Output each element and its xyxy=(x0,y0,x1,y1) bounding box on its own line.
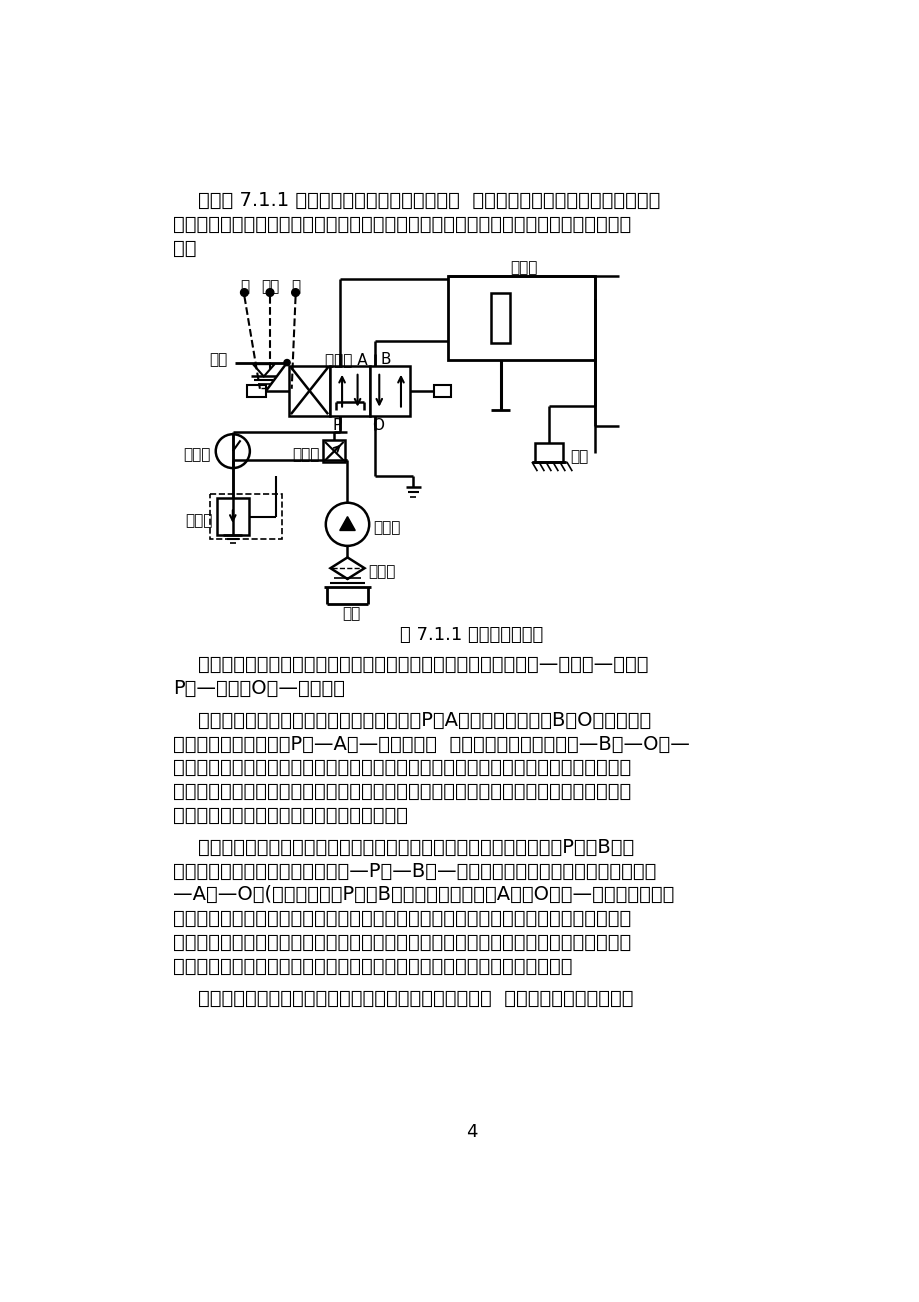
Text: 手把: 手把 xyxy=(209,353,227,367)
Text: 压力表: 压力表 xyxy=(184,448,210,462)
Text: 滤油器: 滤油器 xyxy=(368,564,395,579)
Circle shape xyxy=(240,289,248,297)
Text: 要或溢流阀保压停止，或使活塞杆返回原位。: 要或溢流阀保压停止，或使活塞杆返回原位。 xyxy=(173,806,408,825)
Bar xyxy=(329,366,369,415)
Bar xyxy=(246,384,266,397)
Text: 右: 右 xyxy=(290,280,300,294)
Bar xyxy=(216,499,249,535)
Bar xyxy=(448,276,595,361)
Text: 液压缸: 液压缸 xyxy=(510,260,537,275)
Text: —A口—O口(当换向阀沟通P口、B口时，也同时沟通了A口、O口）—回油箱。这样，: —A口—O口(当换向阀沟通P口、B口时，也同时沟通了A口、O口）—回油箱。这样， xyxy=(173,885,674,905)
Circle shape xyxy=(291,289,299,297)
Bar xyxy=(369,366,410,415)
Bar xyxy=(433,384,450,397)
Text: B: B xyxy=(380,352,391,367)
Text: 下运动。当活塞向下运行到液压油缸下端极限位置时，运行停止，然后可根据具体工作需: 下运动。当活塞向下运行到液压油缸下端极限位置时，运行停止，然后可根据具体工作需 xyxy=(173,783,630,801)
Text: 通，油泵排出的油液经P口—A口—液压缸上腔  同时，液压缸下腔的油液—B口—O口—: 通，油泵排出的油液经P口—A口—液压缸上腔 同时，液压缸下腔的油液—B口—O口— xyxy=(173,734,689,754)
Text: O: O xyxy=(371,418,383,434)
Text: 回油箱，这样液压油缸上腔进油，下腔回油，活塞在上腔油压的作用下带动活塞杆一起向: 回油箱，这样液压油缸上腔进油，下腔回油，活塞在上腔油压的作用下带动活塞杆一起向 xyxy=(173,758,630,777)
Text: 位，通过操纵换向阀手把的左、中、右位置，可以分别实现液压缸活塞杆的伸、停、缩三: 位，通过操纵换向阀手把的左、中、右位置，可以分别实现液压缸活塞杆的伸、停、缩三 xyxy=(173,934,630,952)
Text: 系统中的节流阀可用来调节液压缸活塞杆运动速度的快慢  溢流阀用于稳压和限制系: 系统中的节流阀可用来调节液压缸活塞杆运动速度的快慢 溢流阀用于稳压和限制系 xyxy=(173,988,633,1008)
Text: 图 7.1.1 液压系统原理图: 图 7.1.1 液压系统原理图 xyxy=(400,626,542,644)
Text: P: P xyxy=(333,418,342,434)
Text: 如果需要活塞杆向上运动返回原位，则应把换向阀手把推向右位，这时P口、B口被: 如果需要活塞杆向上运动返回原位，则应把换向阀手把推向右位，这时P口、B口被 xyxy=(173,837,634,857)
Text: 节流阀: 节流阀 xyxy=(292,448,319,462)
Bar xyxy=(491,293,510,344)
Bar xyxy=(535,444,562,462)
Text: 如果把换向阀手把推向左位，则该阀阀芯把P、A两口沟通，同时，B、O两口也被沟: 如果把换向阀手把推向左位，则该阀阀芯把P、A两口沟通，同时，B、O两口也被沟 xyxy=(173,711,651,729)
Text: 在图示状态，即换向阀手把位于中位时，油泵排出的油液经排油管—节流阀—换向阀: 在图示状态，即换向阀手把位于中位时，油泵排出的油液经排油管—节流阀—换向阀 xyxy=(173,655,648,674)
Text: 工件: 工件 xyxy=(570,449,588,464)
Text: 左: 左 xyxy=(240,280,249,294)
Circle shape xyxy=(266,289,274,297)
Text: 阀芯通道沟通，油泵排出的油液经—P口—B口—液压缸下腔；同时液压缸上腔的油液经: 阀芯通道沟通，油泵排出的油液经—P口—B口—液压缸下腔；同时液压缸上腔的油液经 xyxy=(173,862,656,880)
Text: 现用图 7.1.1 来说明液压传动系统的工作原理  当电动机带动油泵运转时，油泵从油: 现用图 7.1.1 来说明液压传动系统的工作原理 当电动机带动油泵运转时，油泵从… xyxy=(173,191,660,210)
Circle shape xyxy=(284,359,289,366)
Text: 统。: 统。 xyxy=(173,238,197,258)
Text: 种运动状态。手把不断左右换位，活塞带动活塞杆就不断地作往复直线运动。: 种运动状态。手把不断左右换位，活塞带动活塞杆就不断地作往复直线运动。 xyxy=(173,957,572,976)
Text: 液压泵: 液压泵 xyxy=(373,521,400,535)
Text: 溢流阀: 溢流阀 xyxy=(185,513,212,527)
Text: 中位: 中位 xyxy=(261,280,278,294)
Text: 箱经滤油器吸油，并从其排油口排油，也就是把经过油泵获得了液压能的油液排人液压系: 箱经滤油器吸油，并从其排油口排油，也就是把经过油泵获得了液压能的油液排人液压系 xyxy=(173,215,630,234)
Polygon shape xyxy=(339,517,355,530)
Text: 4: 4 xyxy=(465,1122,477,1141)
Bar xyxy=(289,366,329,415)
Text: 液压缸下腔进油，上腔回油，活塞在下腔油压的作用下，连同活塞杆一起向上运动返回原: 液压缸下腔进油，上腔回油，活塞在下腔油压的作用下，连同活塞杆一起向上运动返回原 xyxy=(173,909,630,928)
Bar xyxy=(210,495,281,539)
Text: 换向阀 A: 换向阀 A xyxy=(324,352,368,367)
Text: P口—换向阀O口—回油箱。: P口—换向阀O口—回油箱。 xyxy=(173,680,345,698)
Bar xyxy=(323,440,345,462)
Text: 油箱: 油箱 xyxy=(342,605,360,621)
